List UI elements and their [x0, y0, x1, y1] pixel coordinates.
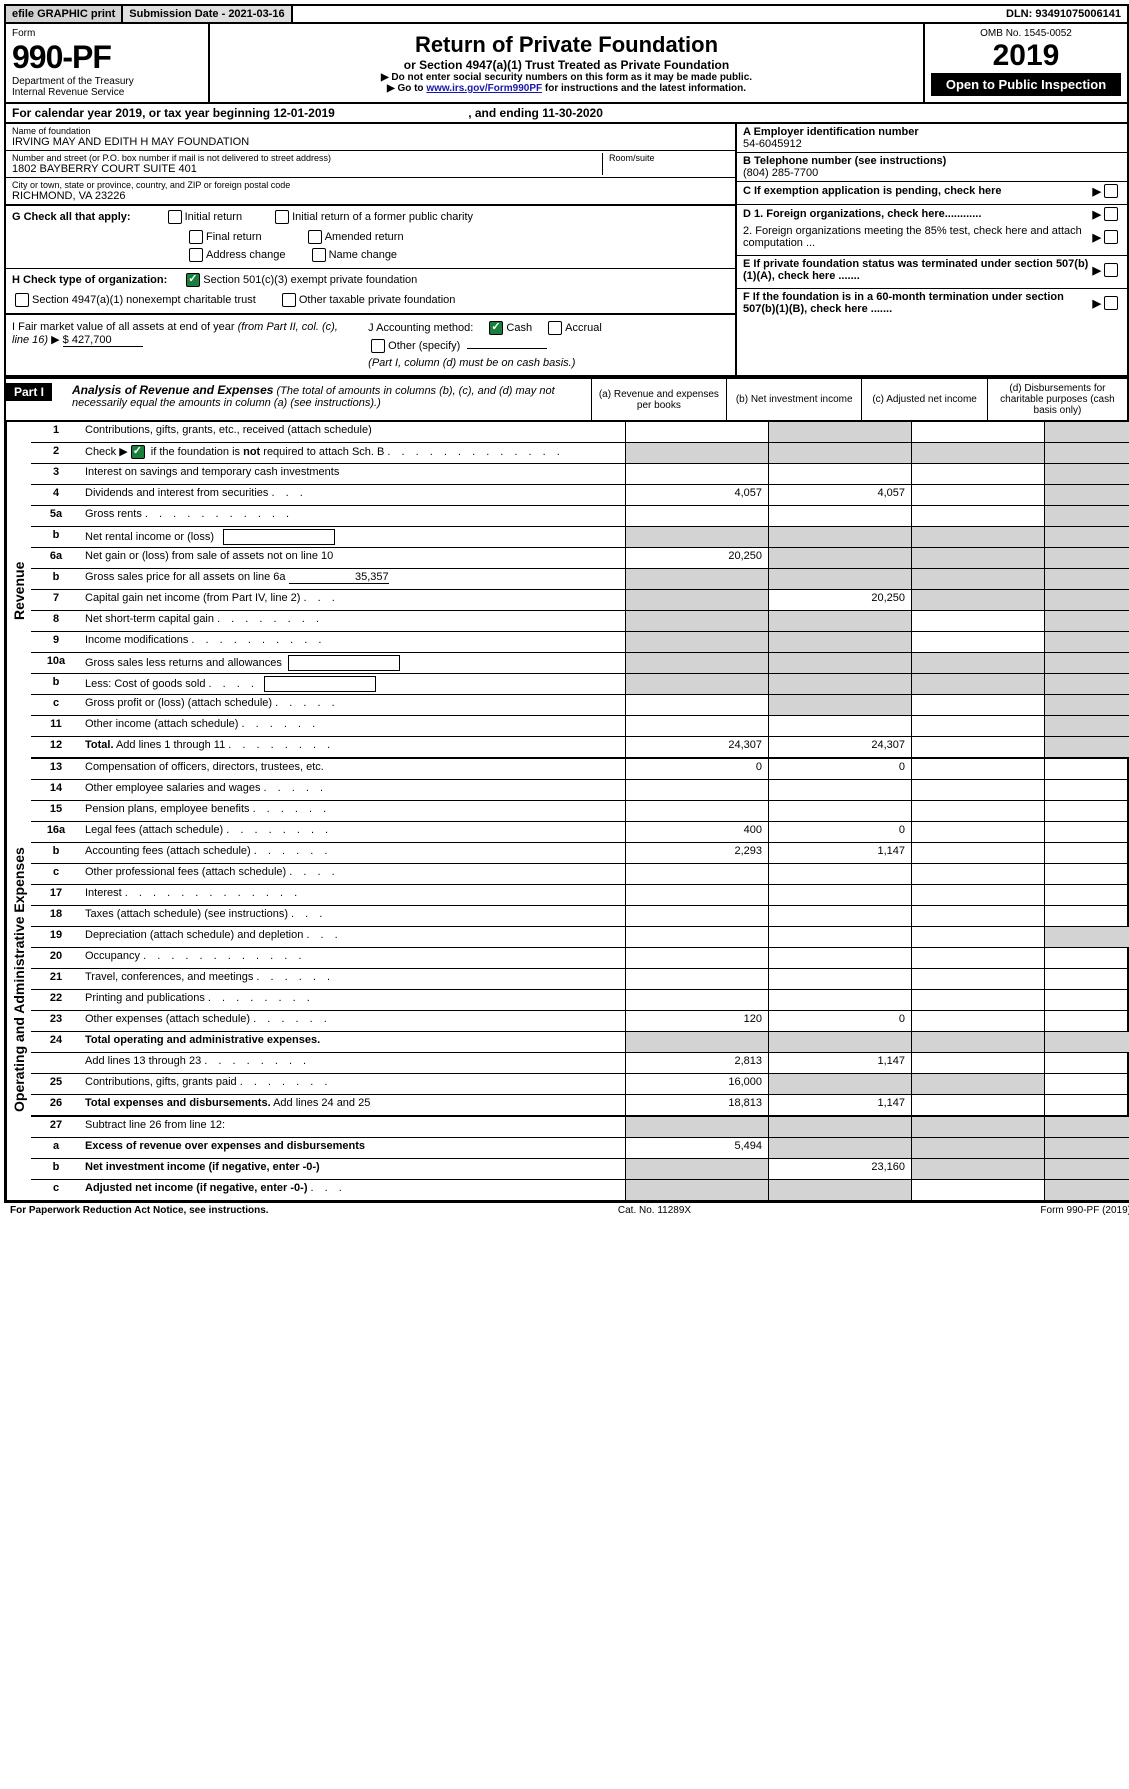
part1-label: Part I	[6, 383, 52, 401]
d2-checkbox[interactable]	[1104, 230, 1118, 244]
c-checkbox[interactable]	[1104, 184, 1118, 198]
ein-label: A Employer identification number	[743, 126, 1121, 138]
col-d-header: (d) Disbursements for charitable purpose…	[987, 379, 1127, 420]
col-b-header: (b) Net investment income	[726, 379, 861, 420]
irs: Internal Revenue Service	[12, 87, 202, 98]
amended-return-checkbox[interactable]	[308, 230, 322, 244]
sch-b-checkbox[interactable]	[131, 445, 145, 459]
submission-date: Submission Date - 2021-03-16	[123, 6, 292, 22]
accrual-checkbox[interactable]	[548, 321, 562, 335]
fmv-value: $ 427,700	[63, 334, 143, 347]
col-a-header: (a) Revenue and expenses per books	[591, 379, 726, 420]
dln: DLN: 93491075006141	[1000, 6, 1127, 22]
dept-treasury: Department of the Treasury	[12, 76, 202, 87]
revenue-section: Revenue 1Contributions, gifts, grants, e…	[6, 422, 1127, 759]
room-label: Room/suite	[609, 153, 729, 163]
d1-checkbox[interactable]	[1104, 207, 1118, 221]
entity-info: Name of foundation IRVING MAY AND EDITH …	[6, 124, 1127, 377]
cat-no: Cat. No. 11289X	[269, 1205, 1041, 1216]
form-subtitle: or Section 4947(a)(1) Trust Treated as P…	[404, 58, 729, 72]
col-c-header: (c) Adjusted net income	[861, 379, 987, 420]
final-return-checkbox[interactable]	[189, 230, 203, 244]
other-taxable-checkbox[interactable]	[282, 293, 296, 307]
city-label: City or town, state or province, country…	[12, 180, 729, 190]
other-method-checkbox[interactable]	[371, 339, 385, 353]
omb-number: OMB No. 1545-0052	[931, 28, 1121, 39]
form-word: Form	[12, 28, 202, 39]
4947-checkbox[interactable]	[15, 293, 29, 307]
c-label: C If exemption application is pending, c…	[743, 185, 1093, 197]
d1-label: D 1. Foreign organizations, check here..…	[743, 208, 1093, 220]
name-label: Name of foundation	[12, 126, 729, 136]
instruction-2: ▶ Go to www.irs.gov/Form990PF for instru…	[387, 83, 746, 94]
ein-value: 54-6045912	[743, 138, 1121, 150]
501c3-checkbox[interactable]	[186, 273, 200, 287]
e-label: E If private foundation status was termi…	[743, 258, 1093, 282]
part1-title: Analysis of Revenue and Expenses	[72, 383, 273, 397]
tax-year: 2019	[931, 39, 1121, 73]
foundation-address: 1802 BAYBERRY COURT SUITE 401	[12, 163, 602, 175]
expenses-section: Operating and Administrative Expenses 13…	[6, 759, 1127, 1200]
foundation-city: RICHMOND, VA 23226	[12, 190, 729, 202]
tel-value: (804) 285-7700	[743, 167, 1121, 179]
efile-print-btn[interactable]: efile GRAPHIC print	[6, 6, 123, 22]
form-ref: Form 990-PF (2019)	[1040, 1205, 1129, 1216]
top-bar: efile GRAPHIC print Submission Date - 20…	[6, 6, 1127, 24]
fmv-label: I Fair market value of all assets at end…	[12, 321, 356, 347]
d2-label: 2. Foreign organizations meeting the 85%…	[743, 225, 1093, 249]
f-checkbox[interactable]	[1104, 296, 1118, 310]
instruction-1: ▶ Do not enter social security numbers o…	[381, 72, 752, 83]
open-to-public: Open to Public Inspection	[931, 73, 1121, 96]
page-footer: For Paperwork Reduction Act Notice, see …	[4, 1202, 1129, 1218]
section-ij: I Fair market value of all assets at end…	[6, 314, 735, 375]
initial-return-checkbox[interactable]	[168, 210, 182, 224]
address-change-checkbox[interactable]	[189, 248, 203, 262]
cash-checkbox[interactable]	[489, 321, 503, 335]
form-990pf: efile GRAPHIC print Submission Date - 20…	[4, 4, 1129, 1202]
form-title: Return of Private Foundation	[415, 32, 718, 58]
form-number: 990-PF	[12, 39, 202, 76]
irs-link[interactable]: www.irs.gov/Form990PF	[426, 83, 542, 94]
section-h: H Check type of organization: Section 50…	[6, 269, 735, 291]
revenue-label: Revenue	[6, 422, 31, 759]
form-header: Form 990-PF Department of the Treasury I…	[6, 24, 1127, 104]
address-label: Number and street (or P.O. box number if…	[12, 153, 602, 163]
expenses-label: Operating and Administrative Expenses	[6, 759, 31, 1200]
e-checkbox[interactable]	[1104, 263, 1118, 277]
section-g: G Check all that apply: Initial return I…	[6, 205, 735, 228]
paperwork-notice: For Paperwork Reduction Act Notice, see …	[10, 1205, 269, 1216]
f-label: F If the foundation is in a 60-month ter…	[743, 291, 1093, 315]
tax-period: For calendar year 2019, or tax year begi…	[6, 104, 1127, 124]
part1-header: Part I Analysis of Revenue and Expenses …	[6, 377, 1127, 422]
foundation-name: IRVING MAY AND EDITH H MAY FOUNDATION	[12, 136, 729, 148]
initial-former-checkbox[interactable]	[275, 210, 289, 224]
tel-label: B Telephone number (see instructions)	[743, 155, 1121, 167]
name-change-checkbox[interactable]	[312, 248, 326, 262]
